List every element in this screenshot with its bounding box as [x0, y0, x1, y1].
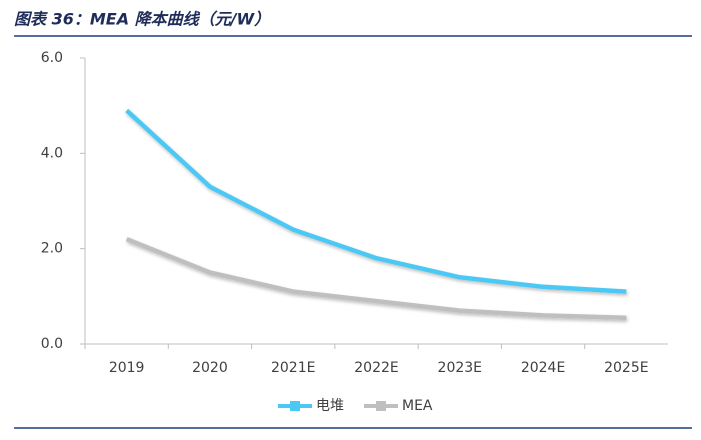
series-line	[125, 108, 627, 294]
x-tick-label: 2024E	[521, 360, 565, 376]
y-tick-label: 2.0	[41, 241, 63, 257]
legend-label: 电堆	[316, 398, 344, 414]
chart-title: 图表 36：MEA 降本曲线（元/W）	[14, 10, 270, 29]
x-tick-label: 2020	[192, 360, 228, 376]
legend-marker	[290, 401, 300, 411]
x-tick-label: 2025E	[604, 360, 648, 376]
legend-marker	[376, 401, 386, 411]
x-tick-label: 2022E	[354, 360, 398, 376]
series-line	[125, 237, 627, 321]
legend-label: MEA	[402, 398, 433, 414]
x-tick-label: 2021E	[271, 360, 315, 376]
x-tick-label: 2019	[109, 360, 145, 376]
x-tick-label: 2023E	[438, 360, 482, 376]
y-tick-label: 4.0	[41, 145, 63, 161]
y-tick-label: 0.0	[41, 336, 63, 352]
y-tick-label: 6.0	[41, 50, 63, 66]
